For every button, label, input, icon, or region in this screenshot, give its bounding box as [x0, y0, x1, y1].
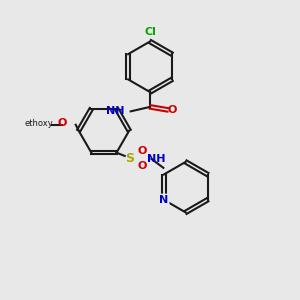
Text: NH: NH	[106, 106, 125, 116]
Text: O: O	[168, 105, 177, 115]
Text: O: O	[58, 118, 67, 128]
Text: O: O	[138, 161, 147, 171]
Text: N: N	[159, 195, 168, 205]
Text: O: O	[138, 146, 147, 157]
Text: ethoxy: ethoxy	[24, 119, 53, 128]
Text: NH: NH	[147, 154, 166, 164]
Text: S: S	[125, 152, 134, 165]
Text: Cl: Cl	[144, 27, 156, 37]
